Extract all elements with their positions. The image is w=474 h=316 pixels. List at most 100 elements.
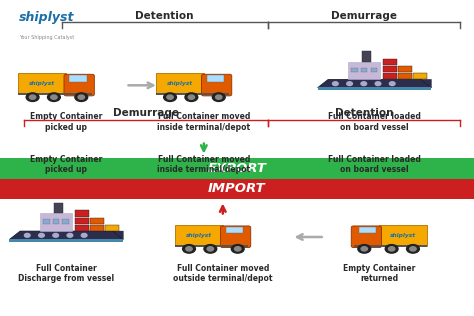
Circle shape <box>410 247 416 251</box>
Text: Full Container loaded
on board vessel: Full Container loaded on board vessel <box>328 112 421 131</box>
Circle shape <box>164 93 176 101</box>
Bar <box>361 68 367 72</box>
Bar <box>105 225 118 231</box>
Text: EXPORT: EXPORT <box>208 162 266 175</box>
Circle shape <box>389 247 395 251</box>
Bar <box>0 158 474 179</box>
Bar <box>226 227 243 234</box>
Circle shape <box>47 93 60 101</box>
Bar <box>318 87 431 90</box>
Circle shape <box>67 234 73 237</box>
FancyBboxPatch shape <box>348 62 380 79</box>
Circle shape <box>167 95 173 99</box>
Bar <box>18 94 92 95</box>
Circle shape <box>204 245 217 253</box>
FancyBboxPatch shape <box>220 226 251 248</box>
Circle shape <box>212 93 225 101</box>
Text: IMPORT: IMPORT <box>208 182 266 195</box>
Bar <box>75 217 89 224</box>
Text: Your Shipping Catalyst: Your Shipping Catalyst <box>19 35 74 40</box>
Bar <box>54 203 63 213</box>
Text: Full Container loaded
on board vessel: Full Container loaded on board vessel <box>328 155 421 174</box>
Bar <box>156 73 204 94</box>
FancyBboxPatch shape <box>40 213 72 231</box>
Circle shape <box>188 95 194 99</box>
FancyBboxPatch shape <box>64 74 94 96</box>
Circle shape <box>385 245 398 253</box>
Circle shape <box>51 95 57 99</box>
Circle shape <box>361 82 367 86</box>
Text: Detention: Detention <box>136 10 194 21</box>
Bar <box>90 225 104 231</box>
Bar <box>9 239 123 242</box>
Text: shiplyst: shiplyst <box>390 233 416 238</box>
Circle shape <box>375 82 381 86</box>
Bar <box>175 245 248 247</box>
Bar <box>43 219 50 224</box>
Circle shape <box>185 93 198 101</box>
Circle shape <box>182 245 195 253</box>
Text: Demurrage: Demurrage <box>113 108 179 118</box>
Bar <box>371 68 377 72</box>
Bar <box>90 217 104 224</box>
Circle shape <box>82 234 87 237</box>
Circle shape <box>333 82 338 86</box>
Bar <box>358 227 376 234</box>
Bar <box>175 225 223 246</box>
Circle shape <box>361 247 367 251</box>
Circle shape <box>390 82 395 86</box>
Text: shiplyst: shiplyst <box>186 233 212 238</box>
Circle shape <box>235 247 241 251</box>
Circle shape <box>358 245 371 253</box>
Text: Full Container
Discharge from vessel: Full Container Discharge from vessel <box>18 264 114 283</box>
Circle shape <box>53 234 59 237</box>
Bar <box>354 245 427 247</box>
Bar <box>207 75 224 82</box>
Bar <box>63 219 69 224</box>
Polygon shape <box>318 79 431 88</box>
Bar <box>413 73 427 79</box>
Text: Full Container moved
inside terminal/depot: Full Container moved inside terminal/dep… <box>157 155 250 174</box>
Text: shiplyst: shiplyst <box>19 11 74 24</box>
Text: Empty Container
returned: Empty Container returned <box>343 264 415 283</box>
Bar <box>383 59 397 65</box>
Circle shape <box>75 93 88 101</box>
Polygon shape <box>421 79 431 88</box>
Text: Empty Container
picked up: Empty Container picked up <box>30 155 102 174</box>
Polygon shape <box>9 231 123 240</box>
Bar <box>69 75 87 82</box>
Bar <box>0 179 474 199</box>
Bar <box>18 73 66 94</box>
Polygon shape <box>113 231 123 240</box>
Bar <box>351 68 358 72</box>
FancyBboxPatch shape <box>201 74 232 96</box>
Circle shape <box>216 95 222 99</box>
Circle shape <box>407 245 419 253</box>
Circle shape <box>25 234 30 237</box>
Bar <box>75 225 89 231</box>
Circle shape <box>207 247 213 251</box>
Bar <box>398 73 412 79</box>
Bar <box>53 219 59 224</box>
Circle shape <box>38 234 45 237</box>
Text: Full Container moved
inside terminal/depot: Full Container moved inside terminal/dep… <box>157 112 250 131</box>
Bar <box>383 66 397 72</box>
Bar <box>75 210 89 217</box>
Text: Demurrage: Demurrage <box>331 10 397 21</box>
Circle shape <box>231 245 244 253</box>
Circle shape <box>26 93 39 101</box>
Text: Empty Container
picked up: Empty Container picked up <box>30 112 102 131</box>
FancyBboxPatch shape <box>351 226 382 248</box>
Circle shape <box>78 95 84 99</box>
Bar <box>383 73 397 79</box>
Text: Full Container moved
outside terminal/depot: Full Container moved outside terminal/de… <box>173 264 273 283</box>
Circle shape <box>186 247 192 251</box>
Bar <box>156 94 229 95</box>
Bar <box>362 51 371 62</box>
Circle shape <box>29 95 36 99</box>
Bar <box>379 225 427 246</box>
Text: shiplyst: shiplyst <box>167 81 193 86</box>
Text: Detention: Detention <box>335 108 393 118</box>
Bar <box>398 66 412 72</box>
Text: shiplyst: shiplyst <box>29 81 55 86</box>
